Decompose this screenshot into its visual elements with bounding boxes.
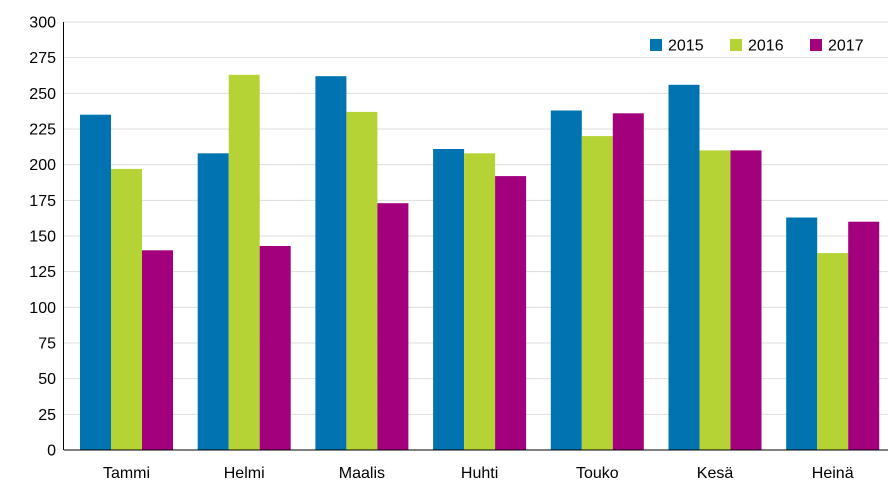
x-tick-labels: Tammi Helmi Maalis Huhti Touko Kesä Heinä — [103, 465, 854, 482]
bar-2016-tammi — [111, 168, 142, 450]
bar-2017-helmi — [259, 246, 291, 450]
legend-label-2017: 2017 — [828, 38, 864, 55]
x-tick-label: Kesä — [697, 465, 734, 482]
legend-swatch-2015 — [650, 39, 662, 51]
y-tick-label: 300 — [29, 15, 56, 32]
x-tick-label: Heinä — [812, 465, 854, 482]
x-tick-label: Touko — [576, 465, 619, 482]
bar-2017-tammi — [142, 250, 173, 450]
bar-2015-helmi — [197, 153, 229, 451]
bar-2015-maalis — [315, 76, 347, 450]
y-tick-labels: 0 25 50 75 100 125 150 175 200 225 250 275 300 — [29, 15, 56, 460]
y-tick-label: 175 — [29, 193, 56, 210]
y-tick-label: 200 — [29, 157, 56, 174]
legend-label-2016: 2016 — [748, 38, 784, 55]
legend-label-2015: 2015 — [668, 38, 704, 55]
y-tick-label: 150 — [29, 229, 56, 246]
x-tick-label: Tammi — [103, 465, 150, 482]
bar-2017-huhti — [495, 176, 527, 450]
bar-2016-huhti — [464, 153, 496, 451]
bar-2017-maalis — [377, 203, 409, 450]
legend-swatch-2017 — [810, 39, 822, 51]
bars — [80, 74, 880, 451]
bar-2015-huhti — [433, 149, 465, 450]
bar-2017-kesä — [730, 150, 762, 450]
y-tick-label: 75 — [38, 336, 56, 353]
x-tick-label: Maalis — [339, 465, 385, 482]
legend-swatch-2016 — [730, 39, 742, 51]
y-tick-label: 50 — [38, 371, 56, 388]
y-tick-label: 125 — [29, 264, 56, 281]
bar-2016-kesä — [699, 150, 731, 450]
bar-2017-touko — [612, 113, 644, 451]
bar-2016-maalis — [346, 111, 378, 451]
bar-2016-heinä — [817, 253, 849, 450]
bar-2015-touko — [550, 110, 582, 450]
y-tick-label: 100 — [29, 300, 56, 317]
y-tick-label: 25 — [38, 407, 56, 424]
x-tick-label: Huhti — [461, 465, 498, 482]
axes — [63, 22, 888, 451]
bar-2015-heinä — [786, 217, 818, 450]
y-tick-label: 250 — [29, 86, 56, 103]
bar-2015-tammi — [80, 114, 111, 450]
bar-2017-heinä — [848, 221, 880, 450]
bar-2016-helmi — [228, 74, 260, 451]
y-tick-label: 275 — [29, 50, 56, 67]
bar-2015-kesä — [668, 84, 700, 451]
bar-2016-touko — [581, 136, 613, 450]
y-tick-label: 225 — [29, 122, 56, 139]
legend: 2015 2016 2017 — [650, 38, 864, 55]
x-tick-label: Helmi — [224, 465, 265, 482]
y-tick-label: 0 — [47, 443, 56, 460]
